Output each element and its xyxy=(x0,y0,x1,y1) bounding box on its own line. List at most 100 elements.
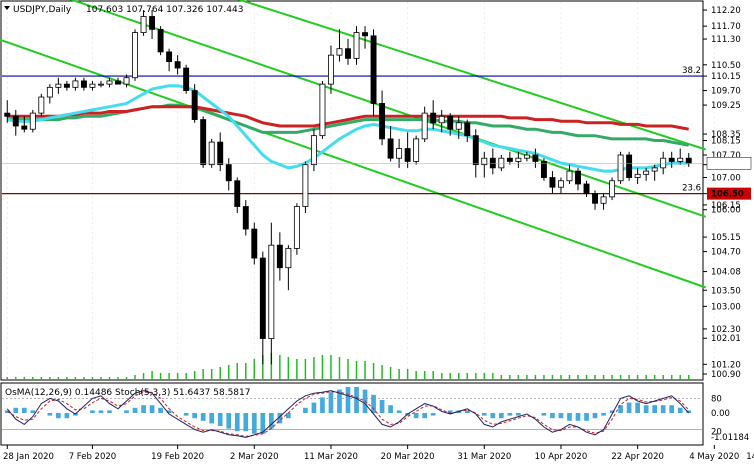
candle-body xyxy=(149,16,156,30)
time-tick-label: 14 May 2020 xyxy=(746,452,754,462)
candle-body xyxy=(626,154,633,178)
candle-body xyxy=(592,193,598,204)
candle-body xyxy=(38,96,45,114)
price-tick-label: 108.35 xyxy=(711,130,741,140)
ema-red-line xyxy=(7,105,689,131)
candle-body xyxy=(370,35,377,104)
price-tick-label: 107.70 xyxy=(711,151,741,161)
candle-body xyxy=(174,61,181,69)
candle-body xyxy=(379,103,386,140)
osc-label-80: 80 xyxy=(711,394,722,404)
candle-body xyxy=(566,170,573,182)
channel-upper-line xyxy=(237,0,707,151)
candle-body xyxy=(132,32,138,79)
candle-body xyxy=(21,125,28,130)
volume-bars xyxy=(6,353,690,379)
time-tick-label: 2 Mar 2020 xyxy=(230,452,278,462)
oscillator-title: OsMA(12,26,9) 0.14486 Stoch(5,3,3) 51.64… xyxy=(5,388,251,398)
price-tick-label: 106.15 xyxy=(711,201,741,211)
candle-body xyxy=(72,80,79,88)
candle-body xyxy=(447,115,454,130)
candle-body xyxy=(455,122,462,130)
level-label: 38.2 xyxy=(682,66,701,76)
price-tick-label: 102.30 xyxy=(711,325,741,335)
price-tick-label: 109.25 xyxy=(711,101,741,111)
candle-body xyxy=(106,80,113,85)
time-tick-label: 11 Mar 2020 xyxy=(304,452,358,462)
price-tick-label: 100.90 xyxy=(711,370,741,380)
oscillator-panel-frame xyxy=(0,382,704,446)
candle-body xyxy=(396,148,403,159)
time-axis: 28 Jan 2020 7 Feb 2020 19 Feb 2020 2 Mar 20… xyxy=(3,445,754,462)
stoch-main-line xyxy=(6,390,690,438)
candle-body xyxy=(345,48,351,59)
candle-body xyxy=(464,122,471,137)
triangle-down-icon xyxy=(4,6,10,10)
price-tick-label: 106.00 xyxy=(711,206,741,216)
moving-averages xyxy=(7,84,689,173)
candle-body xyxy=(668,157,675,162)
candle-body xyxy=(362,32,368,37)
candle-body xyxy=(115,80,121,85)
candle-body xyxy=(183,67,190,91)
symbol-title: USDJPY,Daily xyxy=(13,5,72,15)
candle-body xyxy=(328,54,334,85)
price-panel-frame xyxy=(0,0,704,381)
candle-body xyxy=(481,157,488,166)
price-tick-label: 103.00 xyxy=(711,302,741,312)
chart-header: USDJPY,Daily 107.603 107.764 107.326 107… xyxy=(4,5,243,15)
candle-body xyxy=(685,157,692,164)
price-tick-label: 101.20 xyxy=(711,360,741,370)
candle-body xyxy=(46,86,53,98)
candle-body xyxy=(200,119,207,166)
candle-body xyxy=(276,244,283,269)
candlesticks xyxy=(4,10,692,365)
price-tick-label: 106.50 xyxy=(711,190,744,200)
price-marker-box xyxy=(707,187,751,200)
time-tick-label: 22 Apr 2020 xyxy=(611,452,664,462)
candle-body xyxy=(421,112,428,140)
ema-cyan-line xyxy=(7,84,689,173)
time-tick-label: 10 Apr 2020 xyxy=(535,452,588,462)
candle-body xyxy=(353,32,360,59)
candle-body xyxy=(677,157,684,162)
candle-body xyxy=(225,164,232,182)
candle-body xyxy=(575,170,581,185)
candle-body xyxy=(558,180,564,188)
candle-body xyxy=(600,196,607,204)
level-label: 23.6 xyxy=(682,184,701,194)
candle-body xyxy=(506,157,513,162)
candle-body xyxy=(634,173,641,178)
time-tick-label: 28 Jan 2020 xyxy=(3,452,54,462)
candle-body xyxy=(140,16,147,33)
osc-label-min: -1.01184 xyxy=(711,433,749,443)
candle-body xyxy=(234,180,241,207)
price-tick-label: 112.20 xyxy=(711,6,741,16)
candle-body xyxy=(80,80,87,88)
candle-body xyxy=(89,83,96,88)
candle-body xyxy=(549,177,556,188)
candle-body xyxy=(609,180,616,198)
price-tick-label: 110.15 xyxy=(711,72,741,82)
candle-body xyxy=(242,206,249,230)
price-tick-label: 109.70 xyxy=(711,87,741,97)
candle-body xyxy=(523,154,530,159)
ohlc-values: 107.603 107.764 107.326 107.443 xyxy=(86,5,243,15)
price-tick-label: 110.50 xyxy=(711,61,741,71)
price-tick-label: 103.50 xyxy=(711,286,741,296)
osc-label-20: 20 xyxy=(711,428,722,438)
candle-body xyxy=(617,154,624,182)
candle-body xyxy=(430,112,437,124)
candle-body xyxy=(63,83,70,88)
last-price-box xyxy=(706,157,752,170)
candle-body xyxy=(540,161,547,178)
candle-body xyxy=(166,51,173,62)
price-tick-label: 105.15 xyxy=(711,233,741,243)
candle-body xyxy=(515,157,522,162)
candle-body xyxy=(98,83,104,86)
grid xyxy=(7,2,715,380)
candle-body xyxy=(387,138,394,159)
candle-body xyxy=(583,183,590,195)
